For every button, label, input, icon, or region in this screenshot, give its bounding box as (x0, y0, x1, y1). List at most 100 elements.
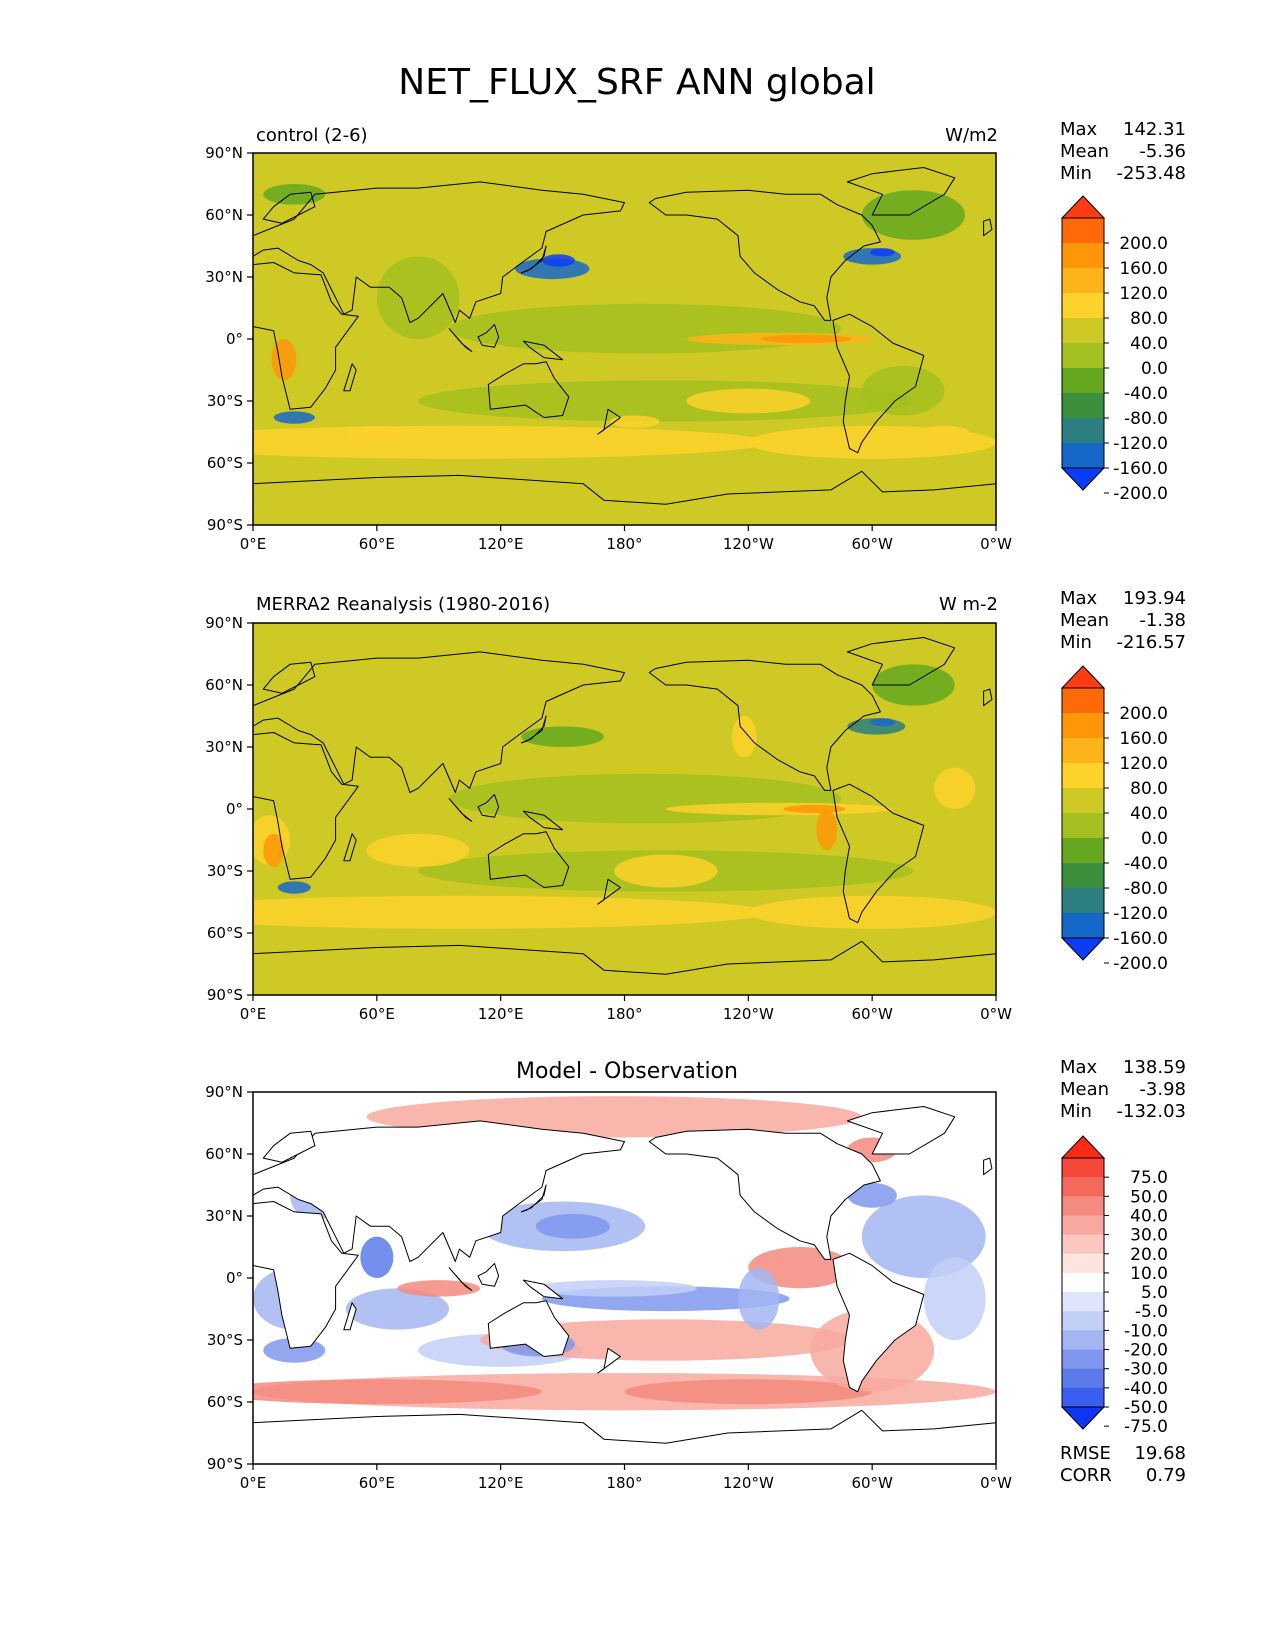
colorbar-swatch (1062, 1368, 1104, 1389)
colorbar-swatch (1062, 1158, 1104, 1178)
coastline (522, 810, 564, 831)
panel-stats: Max 193.94 Mean -1.38 Min -216.57 (1060, 588, 1186, 653)
field-region (521, 726, 604, 748)
colorbar-label: 160.0 (1119, 729, 1168, 749)
stat-mean-value: -3.98 (1139, 1079, 1186, 1100)
y-tick-label: 60°S (207, 454, 243, 472)
y-tick-label: 0° (226, 1269, 243, 1287)
colorbar-swatch (1062, 688, 1104, 714)
field-region (934, 767, 976, 809)
map-field (253, 1092, 996, 1464)
coastline (983, 688, 993, 707)
field-blobs (253, 184, 996, 459)
field-region (870, 248, 895, 257)
field-region (253, 1379, 542, 1405)
x-tick-label: 120°W (723, 1474, 774, 1492)
map-field (253, 153, 996, 525)
colorbar: 75.050.040.030.020.010.05.0-5.0-10.0-20.… (1060, 1135, 1168, 1437)
field-region (624, 1379, 873, 1405)
colorbar: 200.0 160.0 120.0 80.0 40.0 0.0 -40.0 -80.0 -120… (1060, 195, 1168, 504)
colorbar-label: -160.0 (1113, 459, 1168, 479)
coastline (253, 1409, 996, 1464)
colorbar-swatch (1062, 1311, 1104, 1331)
colorbar-label: 5.0 (1141, 1283, 1168, 1303)
y-tick-label: 30°S (207, 1331, 243, 1349)
colorbar-label: -160.0 (1113, 929, 1168, 949)
x-tick-label: 0°E (240, 1005, 267, 1023)
map-field (253, 623, 996, 995)
colorbar-label: 40.0 (1130, 334, 1168, 354)
coastline (253, 940, 996, 995)
x-tick-label: 60°W (851, 535, 893, 553)
field-region (271, 339, 297, 381)
y-tick-label: 90°S (207, 986, 243, 1004)
stat-max-label: Max (1060, 1057, 1098, 1078)
rmse-label: RMSE (1060, 1443, 1111, 1464)
colorbar-label: -120.0 (1113, 904, 1168, 924)
colorbar-label: -40.0 (1124, 854, 1168, 874)
colorbar-extend-min (1060, 467, 1106, 491)
colorbar-swatch (1062, 1196, 1104, 1216)
colorbar-swatch (1062, 318, 1104, 344)
rmse-value: 19.68 (1134, 1443, 1186, 1464)
field-region (731, 716, 757, 758)
coastline (520, 245, 547, 274)
colorbar-swatch (1062, 913, 1104, 939)
colorbar-label: -200.0 (1113, 954, 1168, 974)
colorbar-swatch (1062, 443, 1104, 469)
colorbar-swatch (1062, 1215, 1104, 1236)
colorbar-swatch (1062, 1177, 1104, 1197)
colorbar-label: -120.0 (1113, 434, 1168, 454)
coastline (597, 408, 621, 435)
field-region (531, 1280, 697, 1297)
stat-max-label: Max (1060, 588, 1098, 609)
y-tick-label: 90°N (205, 614, 243, 632)
colorbar-swatch (1062, 1387, 1104, 1408)
y-tick-label: 30°N (205, 1207, 243, 1225)
x-tick-label: 60°W (851, 1005, 893, 1023)
colorbar-frame (1061, 1157, 1105, 1408)
x-tick-label: 120°W (723, 535, 774, 553)
field-region (418, 380, 914, 422)
coastline (253, 1201, 359, 1349)
y-tick-label: 60°N (205, 676, 243, 694)
coastline (253, 732, 359, 880)
coastline (648, 659, 881, 791)
x-tick-label: 120°E (478, 1005, 524, 1023)
stat-mean-value: -5.36 (1139, 141, 1186, 162)
stat-max-value: 138.59 (1123, 1057, 1186, 1078)
figure-title: NET_FLUX_SRF ANN global (398, 62, 875, 103)
x-tick-label: 0°E (240, 535, 267, 553)
field-region (277, 881, 311, 894)
x-tick-label: 60°W (851, 1474, 893, 1492)
stat-max-value: 193.94 (1123, 588, 1186, 609)
panel-left-title: MERRA2 Reanalysis (1980-2016) (256, 594, 550, 615)
panel-metrics: RMSE 19.68 CORR 0.79 (1060, 1443, 1186, 1486)
colorbar-swatch (1062, 1292, 1104, 1312)
colorbar-label: 200.0 (1119, 704, 1168, 724)
colorbar-label: 160.0 (1119, 259, 1168, 279)
field-blobs (253, 664, 996, 929)
coastline (846, 1106, 956, 1155)
colorbar-swatch (1062, 1253, 1104, 1274)
corr-value: 0.79 (1146, 1465, 1186, 1486)
coastline (520, 1184, 547, 1213)
colorbar-swatch (1062, 1234, 1104, 1255)
coastline (520, 715, 547, 744)
coastlines (253, 637, 996, 995)
colorbar-label: -30.0 (1124, 1360, 1168, 1380)
corr-label: CORR (1060, 1465, 1112, 1486)
coastline (846, 167, 956, 216)
coastline (253, 651, 625, 793)
field-region (480, 1319, 852, 1361)
colorbar-label: 20.0 (1130, 1245, 1168, 1265)
colorbar-label: 50.0 (1130, 1187, 1168, 1207)
field-region (376, 256, 460, 339)
colorbar-swatch (1062, 813, 1104, 839)
x-tick-label: 60°E (359, 1005, 395, 1023)
stat-mean-value: -1.38 (1139, 610, 1186, 631)
y-tick-label: 90°S (207, 516, 243, 534)
colorbar-swatch (1062, 368, 1104, 394)
panel-merra2: MERRA2 Reanalysis (1980-2016) W m-2 0°E 6… (205, 588, 1186, 1023)
